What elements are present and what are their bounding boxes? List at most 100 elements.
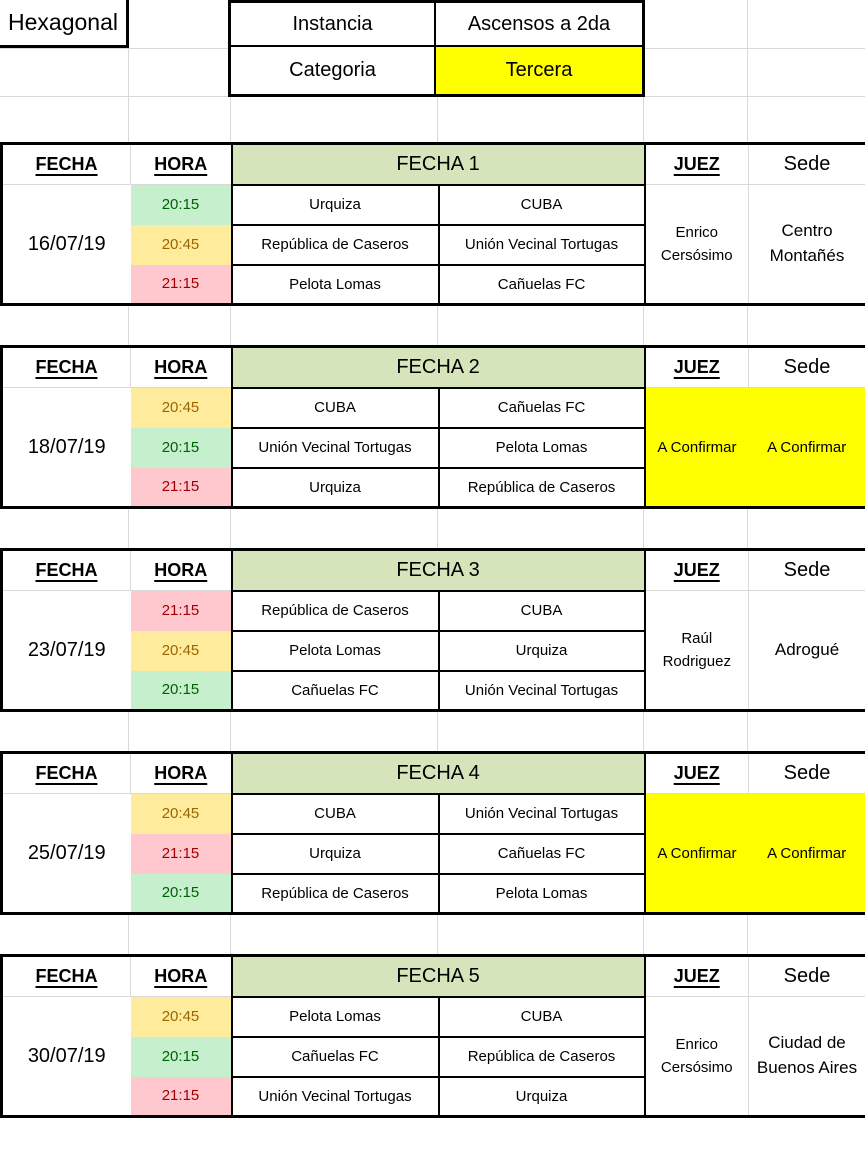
round-header: FECHA 3 (232, 550, 645, 591)
away-team-cell: Unión Vecinal Tortugas (439, 794, 645, 834)
kickoff-time-cell: 21:15 (131, 265, 232, 305)
home-team-cell: Urquiza (232, 185, 439, 225)
home-team-cell: Pelota Lomas (232, 265, 439, 305)
categoria-value-cell: Tercera (436, 47, 642, 94)
categoria-label-cell: Categoria (231, 47, 436, 94)
juez-column-header: JUEZ (645, 956, 749, 997)
away-team-cell: CUBA (439, 997, 645, 1037)
home-team-cell: Urquiza (232, 468, 439, 508)
kickoff-time-cell: 20:15 (131, 671, 232, 711)
tournament-name-cell: Hexagonal (0, 0, 129, 48)
kickoff-time-cell: 20:45 (131, 388, 232, 428)
round-header: FECHA 2 (232, 347, 645, 388)
fecha-column-header: FECHA (2, 550, 131, 591)
away-team-cell: Urquiza (439, 1077, 645, 1117)
tournament-name: Hexagonal (8, 9, 118, 36)
sede-column-header: Sede (749, 956, 865, 997)
hora-column-header: HORA (131, 347, 232, 388)
away-team-cell: República de Caseros (439, 468, 645, 508)
juez-column-header: JUEZ (645, 550, 749, 591)
home-team-cell: Cañuelas FC (232, 671, 439, 711)
referee-pending: A Confirmar (646, 439, 749, 456)
kickoff-time-cell: 20:15 (131, 185, 232, 225)
kickoff-time-cell: 20:45 (131, 794, 232, 834)
sede-column-header: Sede (749, 550, 865, 591)
spreadsheet-page: { "header": { "tournament": "Hexagonal",… (0, 0, 865, 1105)
home-team-cell: Pelota Lomas (232, 631, 439, 671)
venue-cell: Centro Montañés (749, 185, 865, 305)
away-team-cell: Pelota Lomas (439, 428, 645, 468)
away-team-cell: Cañuelas FC (439, 265, 645, 305)
instancia-label-cell: Instancia (231, 3, 436, 47)
hora-column-header: HORA (131, 753, 232, 794)
fecha-column-header: FECHA (2, 347, 131, 388)
kickoff-time-cell: 20:15 (131, 428, 232, 468)
kickoff-time-cell: 21:15 (131, 591, 232, 631)
hora-column-header: HORA (131, 550, 232, 591)
referee-pending: A Confirmar (646, 845, 749, 862)
venue-cell: Adrogué (749, 591, 865, 711)
home-team-cell: CUBA (232, 794, 439, 834)
round-header: FECHA 1 (232, 144, 645, 185)
home-team-cell: Cañuelas FC (232, 1037, 439, 1077)
away-team-cell: Cañuelas FC (439, 834, 645, 874)
date-cell: 23/07/19 (2, 591, 131, 711)
date-cell: 25/07/19 (2, 794, 131, 914)
venue-pending: A Confirmar (748, 845, 865, 862)
referee-cell: Raúl Rodriguez (645, 591, 749, 711)
round-header: FECHA 4 (232, 753, 645, 794)
away-team-cell: Urquiza (439, 631, 645, 671)
date-cell: 16/07/19 (2, 185, 131, 305)
kickoff-time-cell: 20:45 (131, 997, 232, 1037)
away-team-cell: Cañuelas FC (439, 388, 645, 428)
kickoff-time-cell: 21:15 (131, 468, 232, 508)
away-team-cell: República de Caseros (439, 1037, 645, 1077)
home-team-cell: República de Caseros (232, 225, 439, 265)
hora-column-header: HORA (131, 956, 232, 997)
date-cell: 18/07/19 (2, 388, 131, 508)
juez-column-header: JUEZ (645, 347, 749, 388)
tournament-info-block: Instancia Ascensos a 2da Categoria Terce… (228, 0, 645, 97)
kickoff-time-cell: 20:45 (131, 225, 232, 265)
instancia-value-cell: Ascensos a 2da (436, 3, 642, 47)
kickoff-time-cell: 21:15 (131, 834, 232, 874)
away-team-cell: Pelota Lomas (439, 874, 645, 914)
sede-column-header: Sede (749, 144, 865, 185)
fecha-column-header: FECHA (2, 956, 131, 997)
home-team-cell: Pelota Lomas (232, 997, 439, 1037)
kickoff-time-cell: 20:15 (131, 874, 232, 914)
fecha-column-header: FECHA (2, 753, 131, 794)
home-team-cell: CUBA (232, 388, 439, 428)
home-team-cell: Unión Vecinal Tortugas (232, 1077, 439, 1117)
juez-column-header: JUEZ (645, 144, 749, 185)
date-cell: 30/07/19 (2, 997, 131, 1117)
round-header: FECHA 5 (232, 956, 645, 997)
home-team-cell: República de Caseros (232, 874, 439, 914)
venue-cell: Ciudad de Buenos Aires (749, 997, 865, 1117)
juez-column-header: JUEZ (645, 753, 749, 794)
home-team-cell: Urquiza (232, 834, 439, 874)
away-team-cell: Unión Vecinal Tortugas (439, 671, 645, 711)
referee-cell: Enrico Cersósimo (645, 997, 749, 1117)
home-team-cell: República de Caseros (232, 591, 439, 631)
kickoff-time-cell: 20:15 (131, 1037, 232, 1077)
